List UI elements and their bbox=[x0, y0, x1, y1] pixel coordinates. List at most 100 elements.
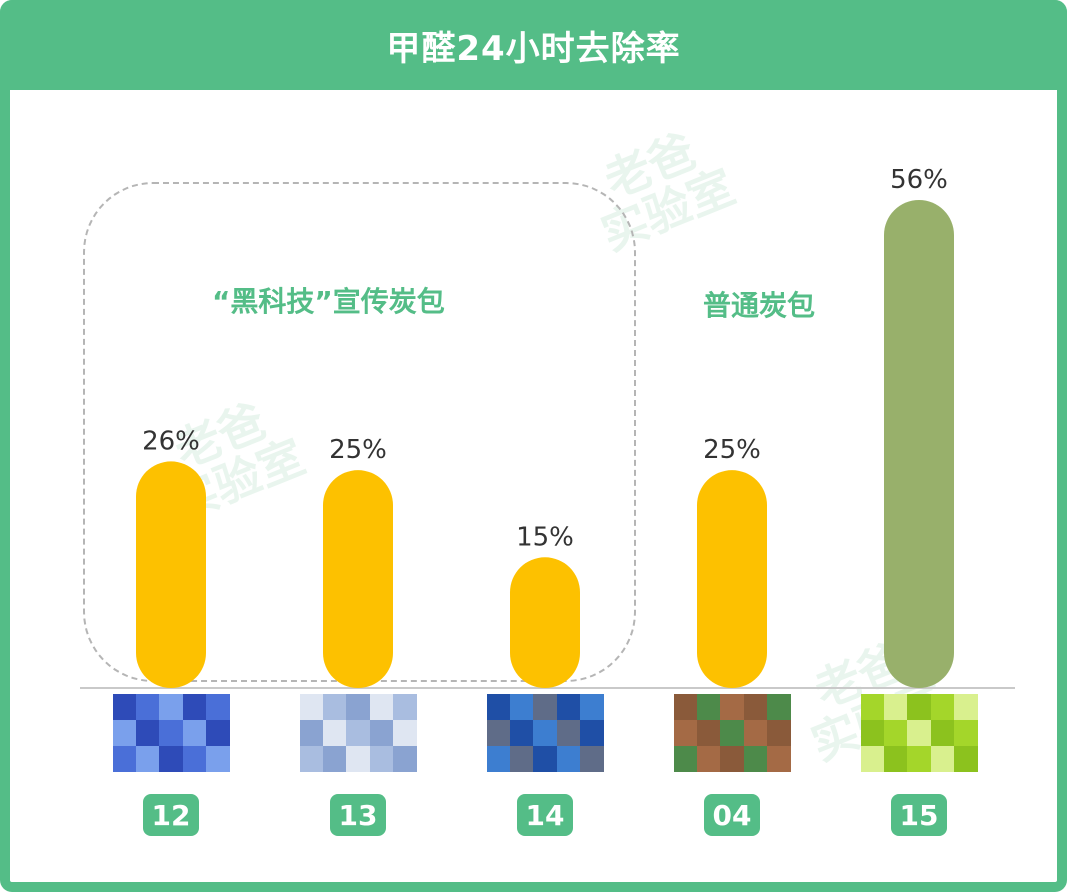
thumbnail-pixel bbox=[205, 694, 230, 720]
bar-12 bbox=[136, 461, 206, 688]
bar-04 bbox=[697, 470, 767, 688]
thumbnail-pixel bbox=[136, 746, 161, 772]
thumbnail-pixel bbox=[113, 720, 137, 746]
thumbnail-pixel bbox=[766, 694, 791, 720]
thumbnail-pixel bbox=[487, 720, 511, 746]
thumbnail-pixel bbox=[182, 694, 207, 720]
thumbnail-pixel bbox=[720, 694, 745, 720]
thumbnail-pixel bbox=[674, 720, 698, 746]
thumbnail-pixel bbox=[323, 694, 348, 720]
thumbnail-pixel bbox=[720, 746, 745, 772]
thumbnail-pixel bbox=[510, 694, 535, 720]
thumbnail-pixel bbox=[323, 746, 348, 772]
thumbnail-pixel bbox=[743, 720, 768, 746]
thumbnail-pixel bbox=[369, 694, 394, 720]
product-thumbnail-12 bbox=[113, 694, 230, 772]
thumbnail-pixel bbox=[182, 746, 207, 772]
thumbnail-pixel bbox=[930, 694, 955, 720]
chart-title: 甲醛24小时去除率 bbox=[386, 28, 681, 69]
thumbnail-pixel bbox=[487, 746, 511, 772]
product-thumbnail-14 bbox=[487, 694, 604, 772]
bar-13 bbox=[323, 470, 393, 688]
thumbnail-pixel bbox=[556, 720, 581, 746]
thumbnail-pixel bbox=[697, 720, 722, 746]
chart-header: 甲醛24小时去除率 bbox=[0, 0, 1067, 90]
value-label-13: 25% bbox=[329, 435, 387, 465]
thumbnail-pixel bbox=[346, 746, 371, 772]
thumbnail-pixel bbox=[930, 720, 955, 746]
thumbnail-pixel bbox=[510, 746, 535, 772]
thumbnail-pixel bbox=[369, 746, 394, 772]
product-id-badge-12: 12 bbox=[143, 794, 199, 836]
thumbnail-pixel bbox=[953, 694, 978, 720]
group-label-normal: 普通炭包 bbox=[703, 289, 816, 322]
thumbnail-pixel bbox=[953, 746, 978, 772]
product-id-badge-15: 15 bbox=[891, 794, 947, 836]
value-label-04: 25% bbox=[703, 435, 761, 465]
thumbnail-pixel bbox=[720, 720, 745, 746]
thumbnail-pixel bbox=[392, 720, 417, 746]
thumbnail-pixel bbox=[674, 746, 698, 772]
thumbnail-pixel bbox=[533, 694, 558, 720]
thumbnail-pixel bbox=[861, 720, 885, 746]
thumbnail-pixel bbox=[884, 720, 909, 746]
bar-15 bbox=[884, 200, 954, 688]
group-label-tech: “黑科技”宣传炭包 bbox=[212, 285, 445, 318]
thumbnail-pixel bbox=[136, 694, 161, 720]
thumbnail-pixel bbox=[159, 694, 184, 720]
thumbnail-pixel bbox=[930, 746, 955, 772]
product-thumbnail-13 bbox=[300, 694, 417, 772]
thumbnail-pixel bbox=[300, 694, 324, 720]
product-thumbnail-15 bbox=[861, 694, 978, 772]
value-label-15: 56% bbox=[890, 165, 948, 195]
thumbnail-pixel bbox=[159, 746, 184, 772]
product-id-badge-04: 04 bbox=[704, 794, 760, 836]
thumbnail-pixel bbox=[766, 746, 791, 772]
value-label-14: 15% bbox=[516, 522, 574, 552]
thumbnail-pixel bbox=[392, 694, 417, 720]
thumbnail-pixel bbox=[205, 746, 230, 772]
thumbnail-pixel bbox=[533, 746, 558, 772]
thumbnail-pixel bbox=[579, 720, 604, 746]
thumbnail-pixel bbox=[159, 720, 184, 746]
thumbnail-pixel bbox=[884, 694, 909, 720]
value-label-12: 26% bbox=[142, 426, 200, 456]
thumbnail-pixel bbox=[743, 694, 768, 720]
thumbnail-pixel bbox=[533, 720, 558, 746]
thumbnail-pixel bbox=[579, 694, 604, 720]
thumbnail-pixel bbox=[953, 720, 978, 746]
thumbnail-pixel bbox=[205, 720, 230, 746]
product-id-badge-14: 14 bbox=[517, 794, 573, 836]
product-id-badge-13: 13 bbox=[330, 794, 386, 836]
thumbnail-pixel bbox=[346, 694, 371, 720]
thumbnail-pixel bbox=[369, 720, 394, 746]
thumbnail-pixel bbox=[697, 746, 722, 772]
thumbnail-pixel bbox=[884, 746, 909, 772]
thumbnail-pixel bbox=[510, 720, 535, 746]
thumbnail-pixel bbox=[674, 694, 698, 720]
thumbnail-pixel bbox=[487, 694, 511, 720]
thumbnail-pixel bbox=[907, 694, 932, 720]
thumbnail-pixel bbox=[323, 720, 348, 746]
thumbnail-pixel bbox=[556, 746, 581, 772]
thumbnail-pixel bbox=[861, 694, 885, 720]
thumbnail-pixel bbox=[300, 746, 324, 772]
thumbnail-pixel bbox=[300, 720, 324, 746]
thumbnail-pixel bbox=[113, 694, 137, 720]
thumbnail-pixel bbox=[907, 720, 932, 746]
thumbnail-pixel bbox=[136, 720, 161, 746]
thumbnail-pixel bbox=[182, 720, 207, 746]
thumbnail-pixel bbox=[743, 746, 768, 772]
thumbnail-pixel bbox=[346, 720, 371, 746]
thumbnail-pixel bbox=[861, 746, 885, 772]
thumbnail-pixel bbox=[766, 720, 791, 746]
bar-14 bbox=[510, 557, 580, 688]
thumbnail-pixel bbox=[907, 746, 932, 772]
thumbnail-pixel bbox=[113, 746, 137, 772]
product-thumbnail-04 bbox=[674, 694, 791, 772]
thumbnail-pixel bbox=[697, 694, 722, 720]
thumbnail-pixel bbox=[392, 746, 417, 772]
thumbnail-pixel bbox=[556, 694, 581, 720]
thumbnail-pixel bbox=[579, 746, 604, 772]
